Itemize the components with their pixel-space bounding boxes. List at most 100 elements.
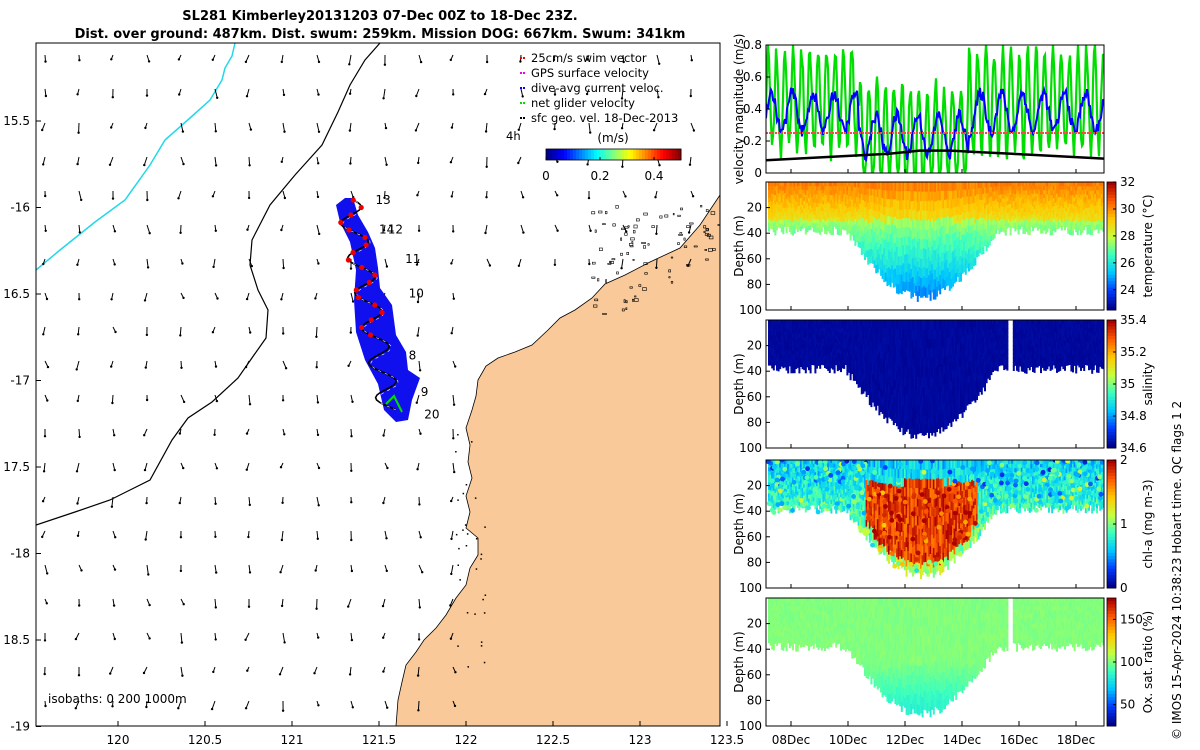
section-cell	[928, 320, 930, 331]
section-cell	[891, 232, 894, 242]
section-cell	[1064, 189, 1066, 195]
section-cell	[950, 390, 953, 401]
section-cell	[820, 206, 823, 212]
section-cell	[1068, 195, 1071, 200]
section-cell	[964, 197, 967, 206]
section-cell	[846, 212, 849, 218]
section-cell	[1054, 206, 1057, 212]
section-cell	[944, 190, 946, 201]
section-cell	[1064, 186, 1066, 191]
section-cell	[856, 187, 858, 193]
section-cell	[820, 334, 823, 340]
section-cell	[1089, 182, 1092, 187]
section-cell	[968, 204, 970, 213]
section-cell	[958, 320, 961, 329]
section-cell	[886, 354, 889, 364]
section-cell	[800, 339, 802, 344]
section-cell	[931, 209, 934, 220]
section-cell	[780, 339, 783, 344]
section-cell	[1059, 211, 1062, 217]
section-cell	[897, 356, 900, 366]
series-dive-avg	[766, 85, 1104, 162]
section-cell	[884, 239, 887, 249]
section-cell	[1049, 208, 1052, 214]
section-cell	[905, 320, 908, 330]
section-cell	[952, 320, 954, 330]
section-cell	[982, 182, 985, 189]
swim-vector-dot	[348, 212, 354, 218]
section-cell	[979, 211, 982, 218]
section-cell	[1040, 199, 1042, 204]
y-tick-label: 15.5	[3, 114, 30, 128]
section-cell	[1035, 219, 1038, 224]
geo-velocity-arrowhead	[453, 470, 456, 474]
section-cell	[953, 352, 956, 362]
section-cell	[894, 208, 897, 218]
section-cell	[918, 385, 921, 396]
section-cell	[993, 228, 996, 234]
section-cell	[825, 332, 828, 337]
section-cell	[784, 193, 786, 198]
geo-velocity-arrowhead	[452, 297, 455, 300]
section-cell	[947, 207, 950, 217]
section-cell	[972, 216, 975, 225]
section-cell	[1075, 211, 1078, 216]
island	[482, 598, 484, 601]
geo-velocity-arrowhead	[690, 59, 693, 62]
section-cell	[905, 375, 908, 386]
section-cell	[800, 347, 802, 352]
section-cell	[801, 212, 804, 218]
sal-plot-area	[768, 320, 1104, 439]
section-cell	[988, 197, 991, 204]
section-cell	[804, 212, 807, 218]
island	[610, 261, 614, 264]
section-cell	[908, 209, 911, 219]
section-cell	[985, 182, 988, 189]
section-cell	[1048, 182, 1050, 187]
section-cell	[769, 338, 772, 344]
section-cell	[803, 182, 806, 187]
section-cell	[915, 229, 918, 240]
section-cell	[803, 189, 806, 194]
section-cell	[792, 341, 794, 347]
section-cell	[915, 285, 918, 296]
section-cell	[856, 211, 858, 218]
section-cell	[924, 239, 927, 250]
section-cell	[924, 415, 927, 426]
section-cell	[998, 194, 1001, 200]
section-cell	[910, 418, 913, 429]
section-cell	[798, 189, 801, 195]
section-cell	[974, 188, 977, 197]
section-cell	[958, 231, 961, 241]
geo-velocity-arrowhead	[145, 501, 148, 505]
section-cell	[787, 222, 790, 228]
section-cell	[942, 357, 945, 367]
section-cell	[824, 343, 826, 349]
section-cell	[856, 231, 858, 238]
section-cell	[921, 210, 924, 221]
geo-velocity-arrowhead	[244, 707, 248, 710]
section-cell	[790, 199, 793, 205]
section-cell	[772, 361, 775, 367]
section-cell	[958, 256, 961, 266]
section-cell	[827, 190, 830, 195]
section-cell	[924, 339, 927, 350]
section-cell	[888, 199, 890, 209]
section-cell	[950, 320, 953, 330]
section-cell	[1012, 220, 1015, 225]
section-cell	[856, 362, 858, 369]
geo-velocity-arrowhead	[148, 637, 151, 640]
section-cell	[1040, 194, 1042, 200]
section-cell	[1097, 228, 1100, 234]
geo-velocity-arrow	[78, 190, 82, 201]
section-cell	[849, 196, 852, 202]
section-cell	[1075, 186, 1078, 191]
section-cell	[912, 220, 914, 231]
section-cell	[960, 358, 962, 368]
section-cell	[803, 219, 806, 224]
section-cell	[788, 202, 791, 208]
section-cell	[873, 245, 876, 254]
section-cell	[961, 204, 964, 213]
section-cell	[1083, 221, 1086, 227]
section-cell	[875, 379, 878, 388]
